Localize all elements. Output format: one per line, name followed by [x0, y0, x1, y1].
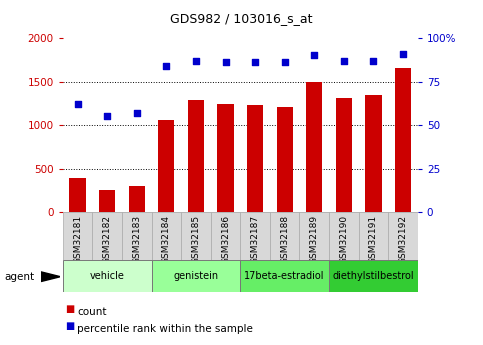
Text: vehicle: vehicle	[90, 271, 125, 281]
Bar	[306, 81, 322, 212]
Text: diethylstilbestrol: diethylstilbestrol	[333, 271, 414, 281]
Bar	[211, 212, 241, 260]
Text: count: count	[77, 307, 107, 317]
Point	[74, 101, 82, 107]
Text: GSM32186: GSM32186	[221, 215, 230, 264]
Point	[192, 58, 200, 63]
Text: GSM32192: GSM32192	[398, 215, 408, 264]
Bar	[188, 100, 204, 212]
Text: ■: ■	[65, 322, 74, 332]
Bar	[388, 212, 418, 260]
Text: GSM32182: GSM32182	[103, 215, 112, 264]
Text: GSM32189: GSM32189	[310, 215, 319, 264]
Text: agent: agent	[5, 272, 35, 282]
Text: GSM32188: GSM32188	[280, 215, 289, 264]
Text: GSM32184: GSM32184	[162, 215, 171, 264]
Bar	[241, 260, 329, 292]
Text: GSM32190: GSM32190	[340, 215, 348, 264]
Bar	[365, 96, 382, 212]
Bar	[99, 190, 115, 212]
Point	[311, 52, 318, 58]
Point	[369, 58, 377, 63]
Bar	[299, 212, 329, 260]
Bar	[63, 260, 152, 292]
Text: GSM32187: GSM32187	[251, 215, 259, 264]
Point	[251, 60, 259, 65]
Bar	[70, 178, 85, 212]
Text: genistein: genistein	[173, 271, 218, 281]
Bar	[122, 212, 152, 260]
Bar	[92, 212, 122, 260]
Bar	[158, 120, 174, 212]
Bar	[241, 212, 270, 260]
Bar	[277, 107, 293, 212]
Bar	[63, 212, 92, 260]
Bar	[270, 212, 299, 260]
Bar	[395, 68, 411, 212]
Text: 17beta-estradiol: 17beta-estradiol	[244, 271, 325, 281]
Text: GSM32181: GSM32181	[73, 215, 82, 264]
Point	[399, 51, 407, 56]
Bar	[152, 212, 181, 260]
Bar	[181, 212, 211, 260]
Point	[222, 60, 229, 65]
Text: GSM32191: GSM32191	[369, 215, 378, 264]
Point	[340, 58, 348, 63]
Text: GDS982 / 103016_s_at: GDS982 / 103016_s_at	[170, 12, 313, 25]
Bar	[247, 105, 263, 212]
Bar	[152, 260, 241, 292]
Text: GSM32185: GSM32185	[191, 215, 200, 264]
Point	[281, 60, 288, 65]
Bar	[336, 98, 352, 212]
Bar	[329, 212, 358, 260]
Bar	[329, 260, 418, 292]
Text: GSM32183: GSM32183	[132, 215, 141, 264]
Text: ■: ■	[65, 304, 74, 314]
Bar	[217, 104, 234, 212]
Text: percentile rank within the sample: percentile rank within the sample	[77, 325, 253, 334]
Point	[162, 63, 170, 69]
Bar	[128, 186, 145, 212]
Bar	[358, 212, 388, 260]
Polygon shape	[41, 272, 60, 282]
Point	[103, 114, 111, 119]
Point	[133, 110, 141, 116]
